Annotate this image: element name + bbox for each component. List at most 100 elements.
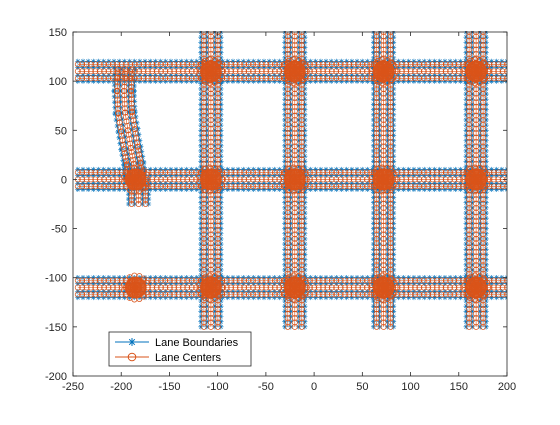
lane-boundary-marker [302, 257, 308, 263]
lane-boundary-marker [282, 184, 288, 190]
lane-center-marker [214, 257, 221, 264]
lane-boundary-marker [245, 274, 252, 281]
lane-boundary-marker [488, 294, 495, 301]
lane-boundary-marker [442, 186, 448, 193]
lane-boundary-marker [218, 272, 224, 278]
lane-boundary-marker [288, 158, 294, 164]
y-tick-label: -150 [45, 322, 67, 334]
lane-boundary-marker [271, 166, 277, 173]
lane-boundary-marker [288, 220, 294, 226]
lane-boundary-marker [477, 215, 483, 221]
lane-center-marker [473, 257, 480, 264]
lane-center-marker [412, 169, 418, 176]
lane-boundary-marker [288, 231, 294, 237]
lane-boundary-marker [416, 78, 422, 84]
lane-boundary-marker [139, 191, 146, 197]
lane-center-marker [355, 61, 362, 68]
lane-center-marker [254, 284, 261, 291]
lane-boundary-marker [106, 288, 112, 295]
lane-boundary-marker [188, 172, 195, 179]
lane-center-marker [380, 323, 387, 330]
lane-boundary-marker [152, 64, 158, 70]
lane-boundary-marker [218, 127, 224, 133]
lane-center-marker [298, 319, 305, 326]
lane-center-marker [380, 205, 387, 211]
lane-boundary-marker [469, 34, 475, 40]
lane-boundary-marker [370, 262, 377, 268]
lane-boundary-marker [218, 210, 224, 216]
lane-center-marker [153, 68, 160, 75]
lane-center-marker [74, 61, 81, 68]
lane-center-marker [284, 196, 291, 203]
lane-center-marker [291, 306, 298, 313]
lane-boundary-marker [477, 143, 483, 149]
lane-boundary-marker [204, 34, 210, 40]
lane-boundary-marker [318, 172, 324, 179]
lane-center-marker [214, 319, 221, 326]
lane-boundary-marker [359, 166, 365, 173]
lane-center-marker [175, 75, 182, 82]
lane-boundary-marker [323, 166, 329, 173]
lane-boundary-marker [499, 186, 505, 193]
lane-boundary-marker [359, 274, 365, 281]
lane-boundary-marker [212, 215, 218, 221]
lane-boundary-marker [318, 186, 324, 193]
lane-boundary-marker [483, 34, 489, 40]
lane-center-marker [236, 183, 243, 190]
lane-boundary-marker [302, 262, 308, 268]
lane-boundary-marker [220, 288, 226, 295]
lane-boundary-marker [212, 91, 218, 97]
lane-boundary-marker [499, 294, 505, 301]
lane-center-marker [214, 46, 221, 53]
lane-boundary-marker [178, 58, 184, 64]
lane-boundary-marker [302, 44, 308, 51]
lane-center-marker [466, 33, 473, 40]
lane-center-marker [74, 291, 81, 298]
lane-center-marker [200, 51, 207, 57]
lane-boundary-marker [251, 280, 257, 287]
lane-center-marker [346, 277, 353, 284]
lane-boundary-marker [296, 251, 302, 258]
lane-center-marker [466, 222, 473, 229]
lane-center-marker [466, 218, 473, 225]
lane-center-marker [200, 222, 207, 229]
lane-boundary-marker [85, 78, 91, 84]
lane-boundary-marker [426, 280, 433, 287]
intersection-cluster [283, 60, 306, 83]
lane-center-marker [373, 117, 380, 123]
lane-center-marker [480, 37, 487, 44]
lane-boundary-marker [204, 50, 210, 56]
lane-boundary-marker [376, 220, 383, 226]
lane-center-marker [442, 176, 449, 183]
lane-boundary-marker [116, 166, 122, 173]
lane-center-marker [79, 291, 86, 298]
lane-boundary-marker [194, 58, 200, 64]
lane-boundary-marker [114, 123, 120, 129]
lane-boundary-marker [406, 172, 412, 179]
lane-boundary-marker [296, 55, 302, 61]
lane-center-marker [291, 257, 298, 264]
lane-center-marker [480, 301, 487, 308]
lane-boundary-marker [370, 127, 377, 133]
lane-center-marker [207, 244, 214, 251]
lane-boundary-marker [390, 246, 397, 252]
lane-center-marker [380, 222, 387, 229]
lane-center-marker [74, 277, 81, 284]
lane-boundary-marker [198, 225, 204, 232]
lane-boundary-marker [95, 280, 102, 287]
lane-center-marker [359, 169, 366, 176]
lane-center-marker [200, 218, 207, 225]
lane-center-marker [276, 183, 283, 190]
lane-center-marker [425, 277, 432, 284]
lane-center-marker [433, 169, 440, 176]
lane-center-marker [105, 277, 112, 284]
lane-center-marker [284, 134, 291, 141]
lane-boundary-marker [111, 64, 117, 70]
lane-boundary-marker [198, 81, 204, 87]
lane-center-marker [480, 271, 487, 277]
lane-boundary-marker [307, 294, 314, 301]
lane-boundary-marker [101, 172, 107, 179]
lane-boundary-marker [463, 148, 469, 154]
lane-boundary-marker [282, 86, 288, 92]
lane-boundary-marker [478, 166, 484, 173]
